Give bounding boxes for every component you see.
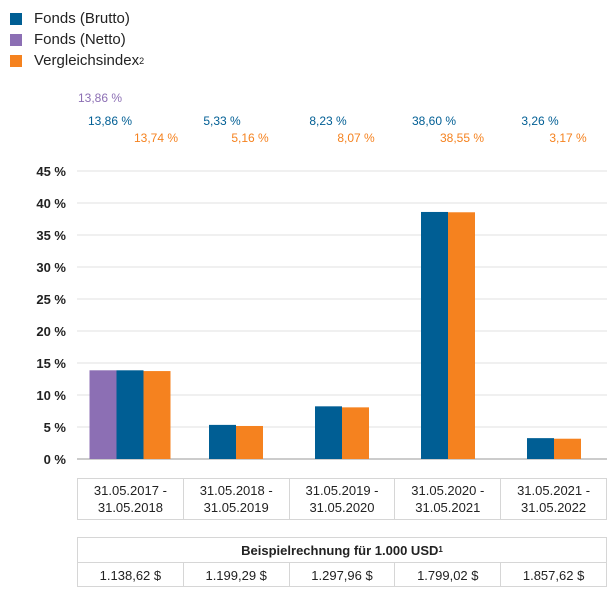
period-end: 31.05.2022 — [521, 500, 587, 515]
period-cell: 31.05.2018 - 31.05.2019 — [182, 479, 289, 519]
example-value: 1.799,02 $ — [394, 563, 500, 587]
y-tick-label: 40 % — [36, 196, 66, 211]
data-label: 5,33 % — [203, 114, 241, 128]
legend-label-netto: Fonds (Netto) — [34, 31, 126, 48]
data-label: 13,74 % — [134, 131, 178, 145]
bar — [554, 438, 581, 459]
y-tick-label: 20 % — [36, 324, 66, 339]
legend-label-brutto: Fonds (Brutto) — [34, 10, 130, 27]
data-label: 8,23 % — [309, 114, 347, 128]
period-start: 31.05.2019 - — [305, 483, 379, 498]
bar — [143, 371, 171, 459]
bar — [315, 406, 342, 459]
legend-item-fonds-netto[interactable]: Fonds (Netto) — [10, 29, 144, 50]
period-start: 31.05.2020 - — [411, 483, 485, 498]
y-tick-label: 45 % — [36, 164, 66, 179]
bar — [236, 425, 263, 459]
y-tick-label: 15 % — [36, 356, 66, 371]
period-cell: 31.05.2021 - 31.05.2022 — [500, 479, 606, 519]
performance-bar-chart: 0 % 5 % 10 % 15 % 20 % 25 % 30 % 35 % 40 % 45 % 13… — [36, 91, 607, 466]
legend-swatch-brutto — [10, 12, 22, 25]
bar — [527, 438, 554, 459]
legend-swatch-index — [10, 54, 22, 67]
data-label: 3,17 % — [549, 131, 587, 145]
example-value: 1.199,29 $ — [182, 563, 289, 587]
period-cell: 31.05.2019 - 31.05.2020 — [288, 479, 395, 519]
bar — [342, 407, 369, 459]
period-table: 31.05.2017 - 31.05.2018 31.05.2018 - 31.… — [77, 478, 607, 520]
period-start: 31.05.2018 - — [199, 483, 273, 498]
bar — [116, 370, 144, 459]
bar — [421, 211, 448, 459]
period-start: 31.05.2021 - — [517, 483, 591, 498]
legend-label-index: Vergleichsindex — [34, 52, 140, 69]
data-label: 8,07 % — [337, 131, 375, 145]
chart-legend: Fonds (Brutto) Fonds (Netto) Vergleichsi… — [10, 8, 144, 71]
y-tick-label: 0 % — [44, 452, 67, 466]
example-values-row: 1.138,62 $ 1.199,29 $ 1.297,96 $ 1.799,0… — [78, 563, 606, 587]
period-end: 31.05.2018 — [97, 500, 163, 515]
example-calculation-table: Beispielrechnung für 1.000 USD 1 1.138,62… — [77, 537, 607, 587]
period-end: 31.05.2020 — [309, 500, 375, 515]
example-value: 1.857,62 $ — [500, 563, 606, 587]
bar — [89, 370, 117, 459]
data-label: 38,55 % — [440, 131, 484, 145]
bar — [209, 424, 236, 459]
bar — [448, 212, 475, 459]
data-label: 13,86 % — [78, 91, 122, 105]
y-tick-label: 35 % — [36, 228, 66, 243]
period-end: 31.05.2019 — [203, 500, 269, 515]
data-label: 38,60 % — [412, 114, 456, 128]
y-tick-label: 5 % — [44, 420, 67, 435]
y-tick-label: 25 % — [36, 292, 66, 307]
legend-item-fonds-brutto[interactable]: Fonds (Brutto) — [10, 8, 144, 29]
period-start: 31.05.2017 - — [93, 483, 167, 498]
example-value: 1.297,96 $ — [288, 563, 395, 587]
data-label: 5,16 % — [231, 131, 269, 145]
legend-swatch-netto — [10, 33, 22, 46]
legend-item-vergleichsindex[interactable]: Vergleichsindex 2 — [10, 50, 144, 71]
y-tick-label: 30 % — [36, 260, 66, 275]
example-title: Beispielrechnung für 1.000 USD 1 — [78, 538, 606, 563]
y-tick-label: 10 % — [36, 388, 66, 403]
period-cell: 31.05.2017 - 31.05.2018 — [78, 479, 183, 519]
data-label: 13,86 % — [88, 114, 132, 128]
period-cell: 31.05.2020 - 31.05.2021 — [394, 479, 500, 519]
data-label: 3,26 % — [521, 114, 559, 128]
period-end: 31.05.2021 — [415, 500, 481, 515]
example-value: 1.138,62 $ — [99, 567, 162, 583]
example-title-text: Beispielrechnung für 1.000 USD — [241, 542, 439, 558]
